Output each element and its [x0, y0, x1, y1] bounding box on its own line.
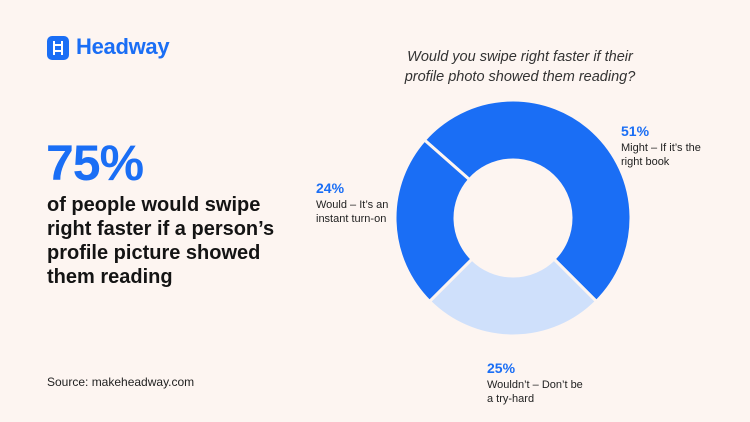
segment-label: 25% Wouldn’t – Don’t be a try-hard — [487, 360, 583, 406]
segment-label: 51% Might – If it’s the right book — [621, 123, 717, 169]
donut-segment — [393, 137, 475, 304]
category-label: Might – If it’s the right book — [621, 142, 701, 168]
headline-text: of people would swipe right faster if a … — [47, 194, 275, 288]
category-label: Would – It’s an instant turn-on — [316, 199, 389, 225]
value-label: 25% — [487, 360, 516, 376]
value-label: 24% — [316, 180, 345, 196]
logo-icon — [47, 36, 69, 60]
chart-title: Would you swipe right faster if their pr… — [404, 49, 636, 85]
value-label: 51% — [621, 123, 650, 139]
donut-segment — [422, 98, 633, 304]
headline-figure: 75% — [46, 135, 144, 191]
brand-name: Headway — [76, 34, 170, 59]
segment-label: 24% Would – It’s an instant turn-on — [316, 180, 412, 226]
category-label: Wouldn’t – Don’t be a try-hard — [487, 379, 583, 405]
donut-segment — [427, 256, 599, 338]
source: Source: makeheadway.com — [47, 375, 195, 389]
